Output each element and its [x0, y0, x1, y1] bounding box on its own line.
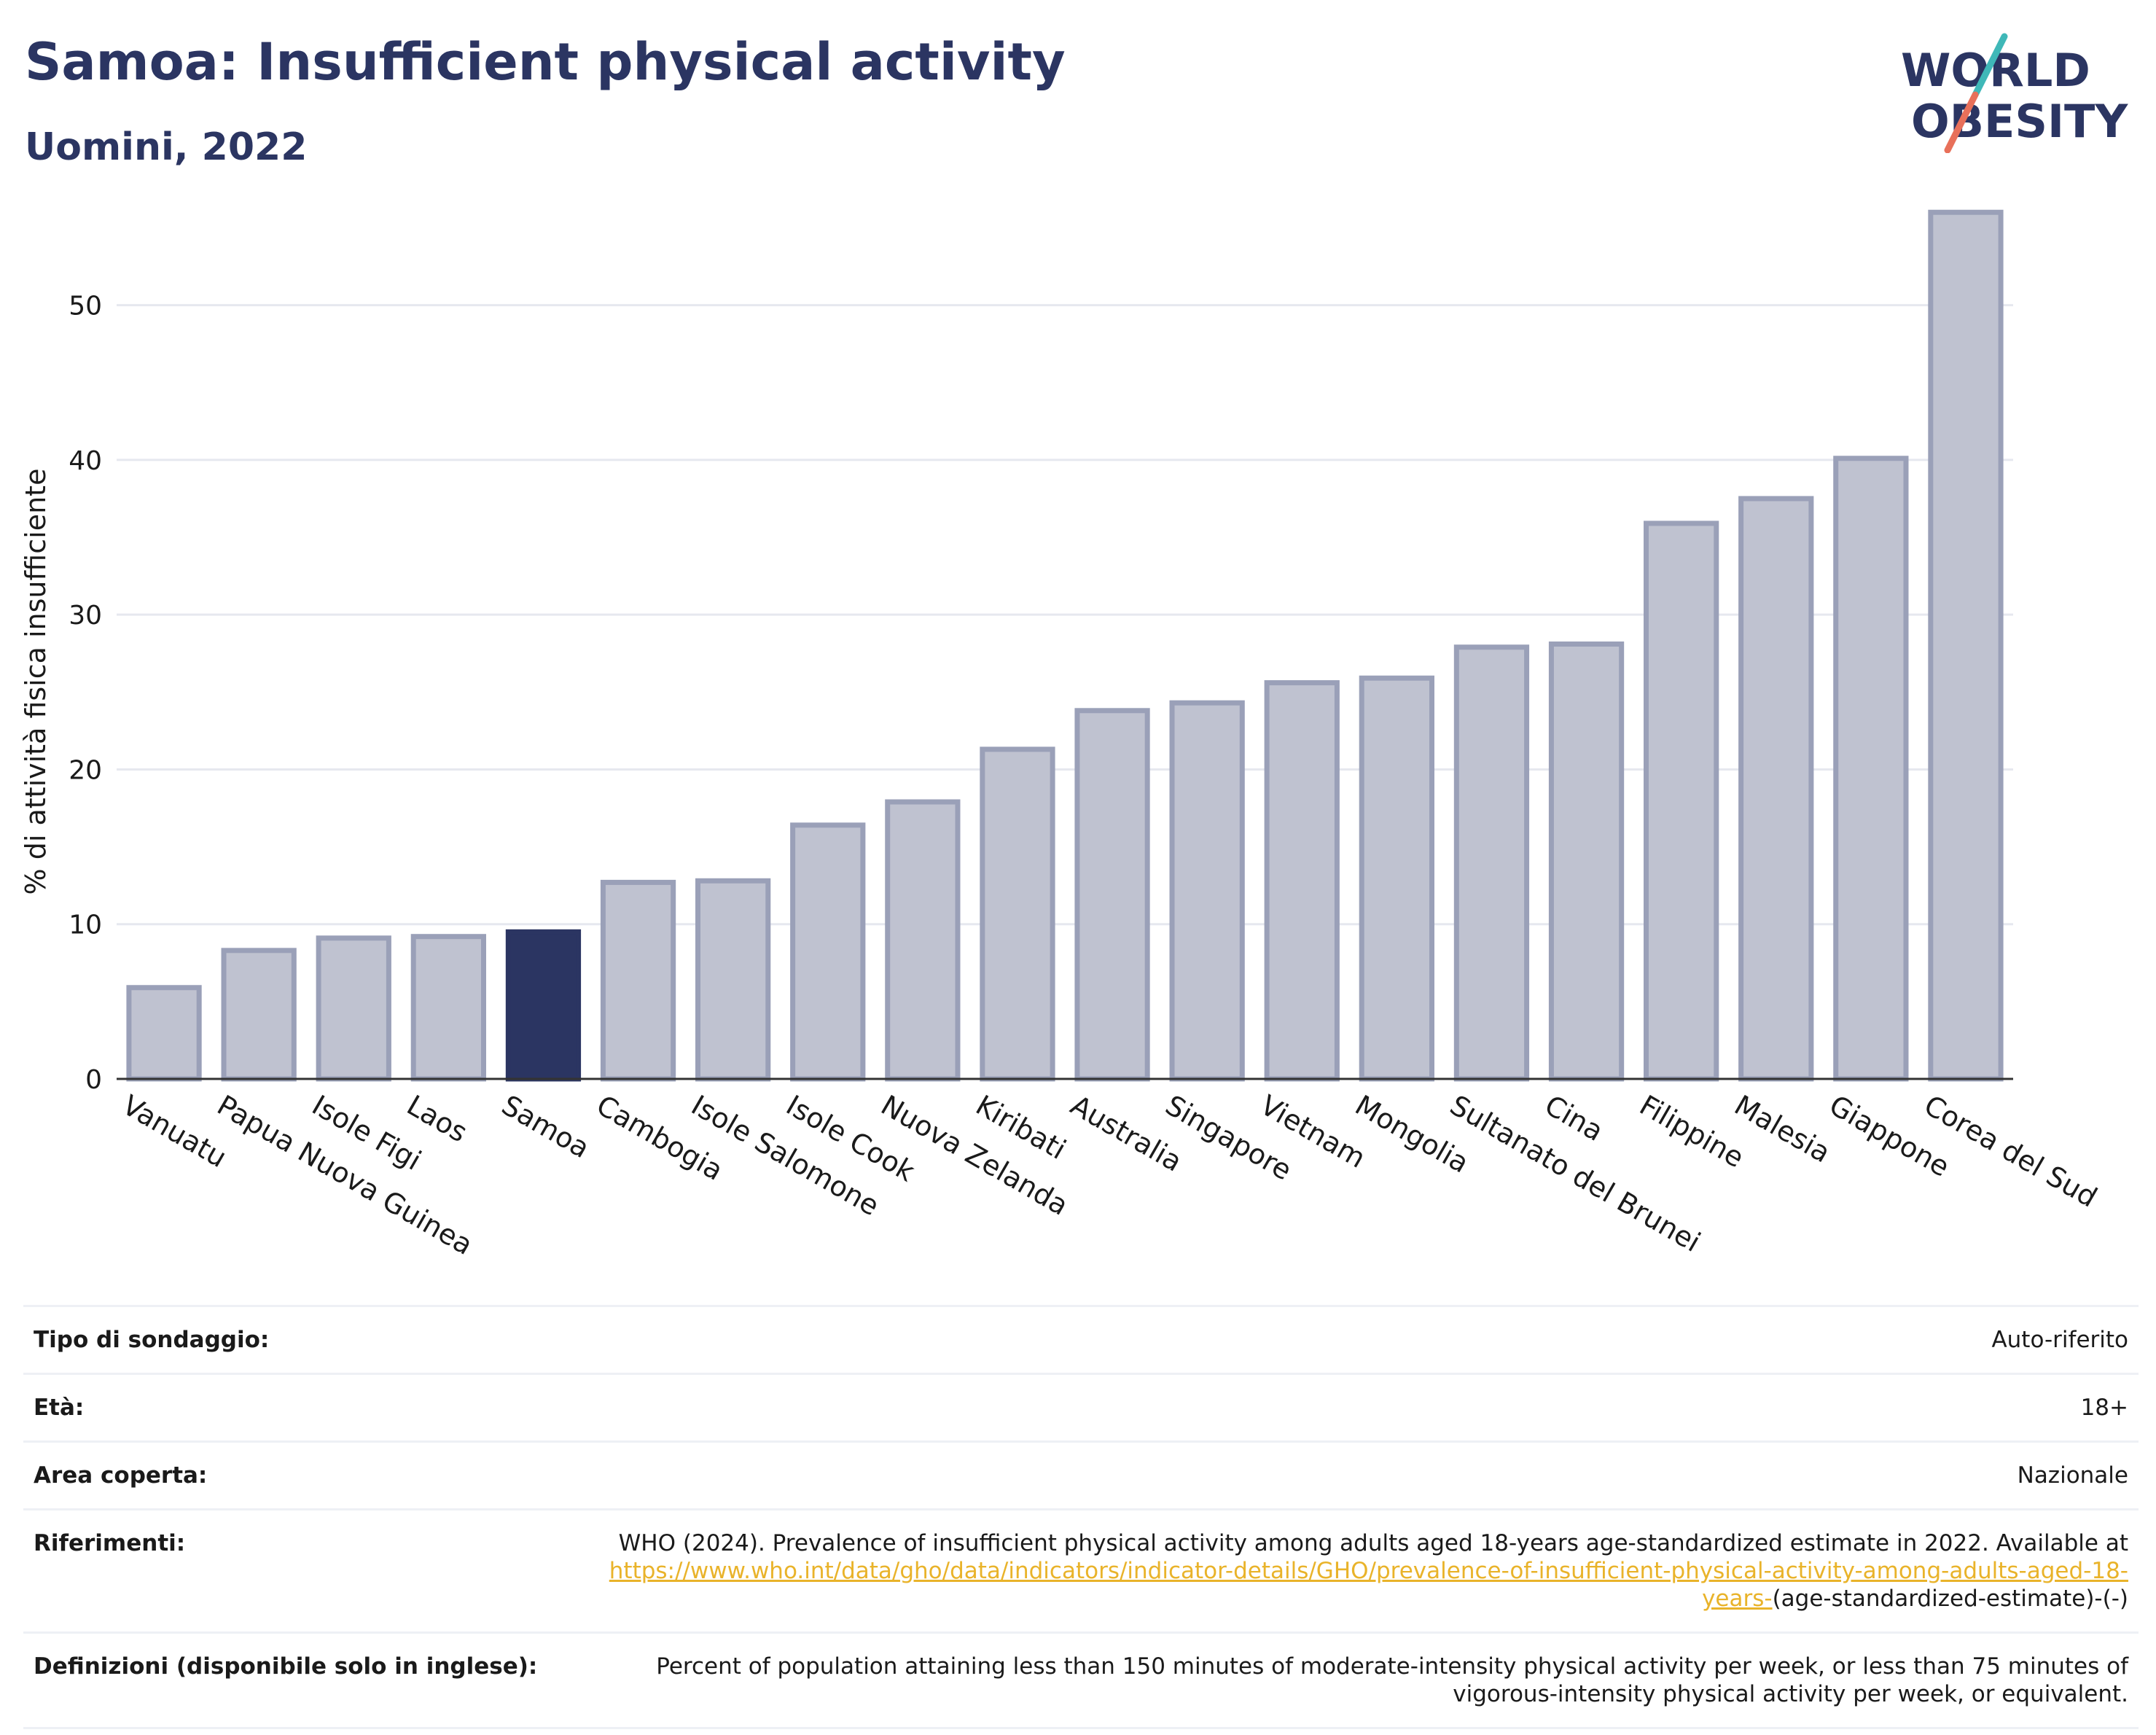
info-row-references: Riferimenti: WHO (2024). Prevalence of i…	[23, 1508, 2139, 1631]
page-title: Samoa: Insufficient physical activity	[25, 32, 1066, 92]
bar-cina	[1548, 641, 1625, 1082]
bar-singapore	[1169, 700, 1245, 1082]
references-text: WHO (2024). Prevalence of insufficient p…	[618, 1530, 2128, 1556]
bar-papua-nuova-guinea	[221, 948, 297, 1082]
y-tick-label: 40	[69, 446, 102, 476]
y-tick-label: 50	[69, 292, 102, 321]
age-value: 18+	[2080, 1395, 2128, 1421]
age-label: Età:	[34, 1395, 85, 1421]
bar-australia	[1074, 708, 1150, 1082]
bar-nuova-zelanda	[885, 799, 961, 1082]
bar-isole-figi	[316, 935, 391, 1082]
bar-vanuatu	[126, 985, 202, 1082]
bar-malesia	[1738, 496, 1814, 1082]
bar-isole-cook	[790, 822, 866, 1082]
bar-corea-del-sud	[1928, 209, 2004, 1082]
world-obesity-logo: WORLD OBESITY	[1901, 33, 2128, 153]
bar-cambogia	[600, 879, 676, 1082]
x-tick-label: Laos	[402, 1089, 473, 1149]
references-label: Riferimenti:	[34, 1530, 186, 1556]
bar-laos	[410, 934, 486, 1082]
logo-slash-coral	[1944, 91, 1979, 153]
x-tick-label: Cina	[1539, 1089, 1609, 1147]
info-row-definitions: Definizioni (disponibile solo in inglese…	[23, 1631, 2139, 1729]
page-subtitle: Uomini, 2022	[25, 125, 308, 169]
x-tick-label: Samoa	[496, 1089, 595, 1165]
y-tick-label: 10	[69, 911, 102, 940]
info-row-age: Età: 18+	[23, 1373, 2139, 1440]
logo-slash-teal	[1972, 33, 2008, 98]
y-tick-label: 0	[85, 1065, 102, 1095]
x-tick-label: Malesia	[1729, 1089, 1835, 1169]
y-axis-label: % di attività fisica insufficiente	[20, 469, 52, 895]
info-row-survey-type: Tipo di sondaggio: Auto-riferito	[23, 1305, 2139, 1373]
bar-kiribati	[980, 746, 1055, 1082]
bars	[117, 209, 2013, 1082]
x-tick-label: Vanuatu	[117, 1089, 233, 1174]
y-tick-label: 20	[69, 755, 102, 785]
info-row-area: Area coperta: Nazionale	[23, 1440, 2139, 1508]
x-tick-label: Filippine	[1634, 1089, 1749, 1174]
bar-sultanato-del-brunei	[1453, 644, 1530, 1082]
info-table: Tipo di sondaggio: Auto-riferito Età: 18…	[23, 1305, 2139, 1729]
bar-samoa	[505, 929, 582, 1082]
survey-type-value: Auto-riferito	[1991, 1327, 2128, 1353]
definitions-label: Definizioni (disponibile solo in inglese…	[34, 1653, 538, 1680]
logo-line2: OBESITY	[1911, 95, 2128, 148]
references-value: WHO (2024). Prevalence of insufficient p…	[561, 1529, 2128, 1613]
bar-vietnam	[1264, 680, 1340, 1082]
bar-giappone	[1833, 456, 1909, 1082]
y-tick-labels: 0 10 20 30 40 50	[69, 292, 102, 1095]
area-label: Area coperta:	[34, 1462, 208, 1489]
gridlines	[117, 304, 2013, 926]
bar-isole-salomone	[695, 878, 771, 1082]
area-value: Nazionale	[2017, 1462, 2128, 1489]
bar-filippine	[1644, 520, 1719, 1082]
references-suffix: (age-standardized-estimate)-(-)	[1772, 1586, 2128, 1612]
y-tick-label: 30	[69, 601, 102, 631]
bar-mongolia	[1359, 675, 1434, 1082]
references-link[interactable]: https://www.who.int/data/gho/data/indica…	[609, 1558, 2128, 1612]
survey-type-label: Tipo di sondaggio:	[34, 1327, 270, 1353]
definitions-value: Percent of population attaining less tha…	[656, 1653, 2128, 1707]
